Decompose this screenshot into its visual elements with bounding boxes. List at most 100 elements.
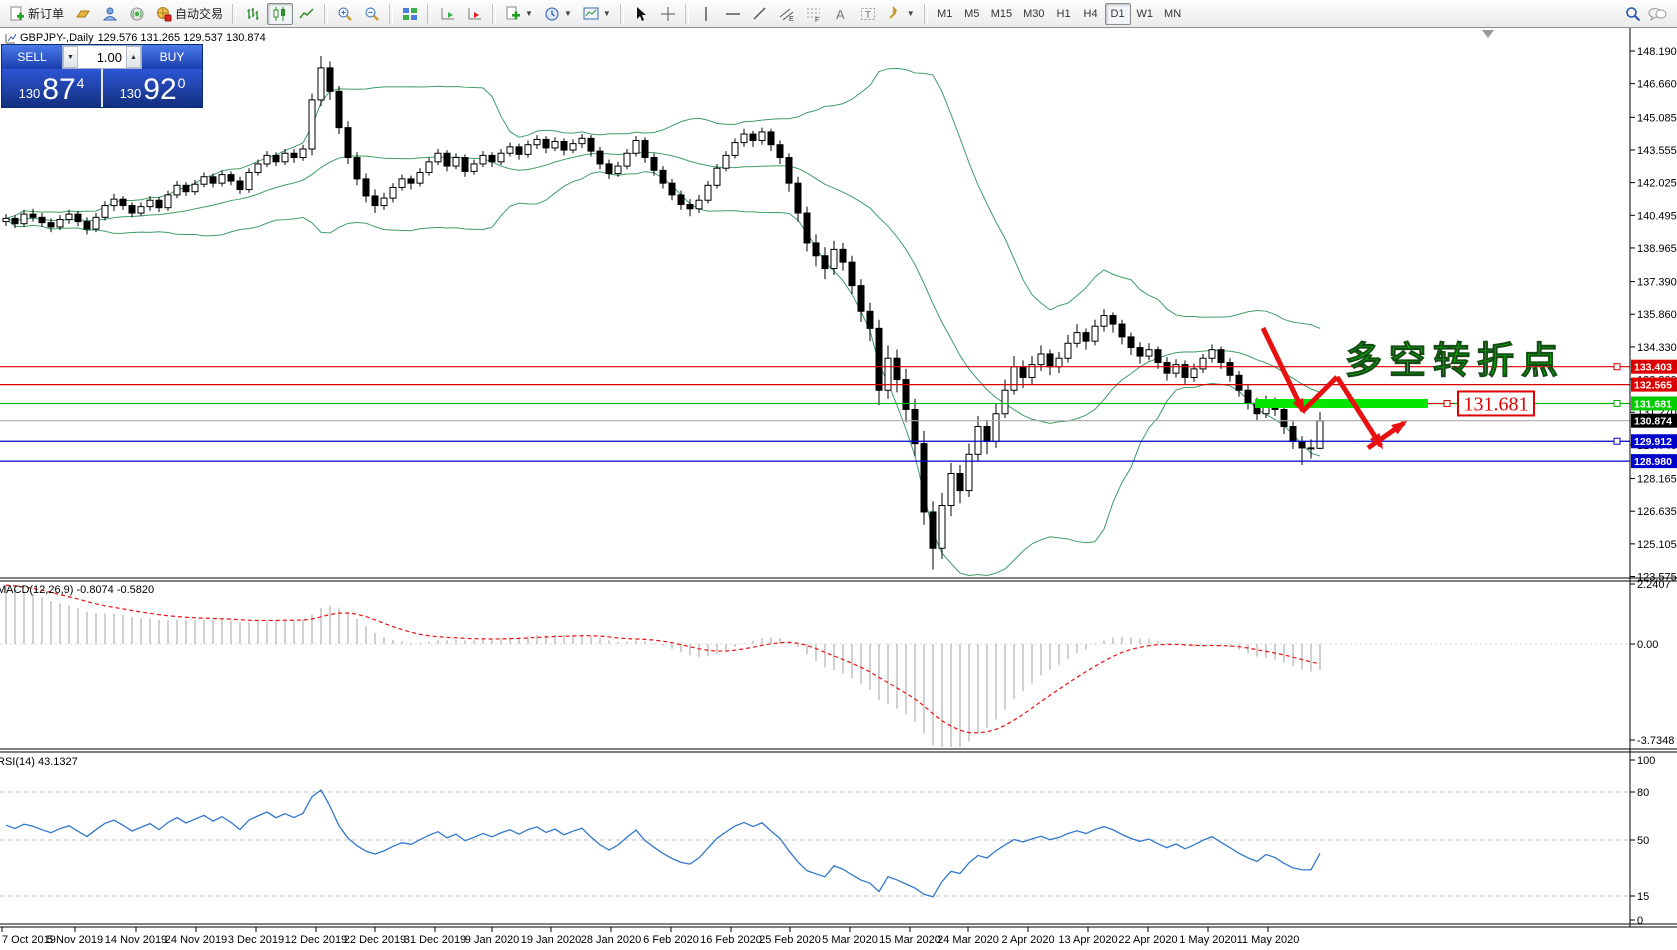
line-anchor-square[interactable] (1613, 399, 1621, 407)
toolbar-separator (232, 3, 237, 24)
timeframe-d1-button[interactable]: D1 (1104, 2, 1131, 25)
chart-shift-button[interactable] (462, 3, 488, 25)
new-order-label: 新订单 (28, 7, 65, 21)
candles-layer[interactable] (2, 56, 1324, 570)
fibonacci-icon: F (806, 8, 820, 22)
svg-text:15: 15 (1637, 891, 1649, 903)
support-band[interactable] (1255, 398, 1428, 408)
svg-text:F: F (815, 17, 819, 22)
search-icon[interactable] (1625, 6, 1641, 22)
indicators-icon (506, 6, 521, 19)
volume-stepper: ▼ ▲ (62, 45, 142, 69)
svg-text:11 May 2020: 11 May 2020 (1237, 934, 1300, 946)
market-button[interactable] (97, 3, 123, 25)
zoom-out-button[interactable] (359, 3, 385, 25)
volume-decrease-button[interactable]: ▼ (63, 46, 78, 68)
dropdown-arrow-icon: ▼ (906, 9, 915, 18)
timeframe-h4-button[interactable]: H4 (1083, 7, 1098, 20)
chat-icon[interactable] (1647, 6, 1667, 22)
chart-window[interactable]: 131.681 多空转折点 148.190 146.660 145.085 143.555… (0, 28, 1677, 950)
label-button[interactable]: T (855, 3, 881, 25)
new-order-button[interactable]: 新订单 (4, 3, 69, 25)
svg-text:134.330: 134.330 (1637, 342, 1677, 354)
price-lines-layer[interactable] (0, 363, 1630, 462)
timeframe-m1-button[interactable]: M1 (937, 7, 953, 20)
svg-text:148.190: 148.190 (1637, 46, 1677, 58)
line-chart-button[interactable] (294, 3, 320, 25)
price-line-label (1631, 454, 1677, 469)
sell-price[interactable]: 130 87 4 (2, 69, 103, 107)
svg-text:126.635: 126.635 (1637, 506, 1677, 518)
text-button[interactable]: A (828, 3, 854, 25)
channel-button[interactable]: E (774, 3, 800, 25)
fibonacci-button[interactable]: F (801, 3, 827, 25)
svg-text:22 Dec 2019: 22 Dec 2019 (344, 934, 406, 946)
shapes-button[interactable]: ▼ (882, 3, 920, 25)
bar-chart-button[interactable] (240, 3, 266, 25)
indicators-button[interactable]: ▼ (500, 3, 538, 25)
chart-ohlc-values: 129.576 131.265 129.537 130.874 (97, 32, 266, 44)
signals-button[interactable] (124, 3, 150, 25)
timeframe-mn-button[interactable]: MN (1164, 7, 1182, 20)
buy-price[interactable]: 130 92 0 (103, 69, 202, 107)
svg-text:28 Jan 2020: 28 Jan 2020 (581, 934, 642, 946)
volume-increase-button[interactable]: ▲ (126, 46, 141, 68)
cursor-button[interactable] (628, 3, 654, 25)
metaquotes-button[interactable] (70, 3, 96, 25)
toolbar-separator (684, 3, 689, 24)
svg-text:12 Dec 2019: 12 Dec 2019 (285, 934, 347, 946)
svg-text:128.165: 128.165 (1637, 474, 1677, 486)
periods-button[interactable]: ▼ (539, 3, 577, 25)
chart-title-bar: GBPJPY-,Daily 129.576 131.265 129.537 13… (4, 32, 266, 44)
svg-text:135.860: 135.860 (1637, 309, 1677, 321)
line-anchor-square[interactable] (1613, 437, 1621, 445)
auto-scroll-button[interactable] (435, 3, 461, 25)
svg-text:132.565: 132.565 (1634, 380, 1672, 392)
crosshair-icon (660, 6, 675, 21)
autotrading-button[interactable]: 自动交易 (151, 3, 228, 25)
zoom-out-icon (365, 7, 379, 21)
templates-icon (583, 7, 599, 19)
timeframe-m5-button[interactable]: M5 (964, 7, 980, 20)
svg-text:123.575: 123.575 (1637, 572, 1677, 584)
cursor-icon (636, 6, 646, 21)
vertical-line-icon (705, 6, 707, 21)
timeframe-m30-button[interactable]: M30 (1023, 7, 1045, 20)
sell-button[interactable]: SELL (2, 45, 62, 69)
timeframe-h1-button[interactable]: H1 (1056, 7, 1071, 20)
timeframe-m15-button[interactable]: M15 (990, 7, 1013, 20)
templates-button[interactable]: ▼ (578, 3, 616, 25)
candlestick-chart-button[interactable] (267, 2, 294, 25)
rsi-label: RSI(14) 43.1327 (0, 756, 78, 768)
zoom-in-button[interactable] (332, 3, 358, 25)
svg-text:100: 100 (1637, 755, 1655, 767)
toolbar-separator (492, 3, 497, 24)
buy-price-figure: 130 (119, 86, 142, 101)
trendline-button[interactable] (747, 3, 773, 25)
price-chart[interactable]: 131.681 多空转折点 148.190 146.660 145.085 143.555… (0, 28, 1677, 950)
annotation-text[interactable]: 多空转折点 (1345, 340, 1565, 382)
macd-label: MACD(12,26,9) -0.8074 -0.5820 (0, 584, 154, 596)
tile-windows-button[interactable] (397, 3, 423, 25)
svg-text:130.874: 130.874 (1634, 416, 1672, 428)
rsi-panel[interactable] (0, 789, 1630, 898)
crosshair-button[interactable] (655, 3, 681, 25)
toolbar-separator (324, 3, 329, 24)
svg-text:50: 50 (1637, 835, 1649, 847)
callout-price-label[interactable]: 131.681 (1457, 390, 1535, 417)
svg-text:138.965: 138.965 (1637, 243, 1677, 255)
timeframe-bar: M1 M5 M15 M30 H1 H4 D1 W1 MN (932, 2, 1186, 25)
vertical-line-button[interactable] (693, 3, 719, 25)
price-line-label (1631, 413, 1677, 428)
volume-input[interactable] (78, 46, 126, 68)
buy-button[interactable]: BUY (142, 45, 202, 69)
timeframe-w1-button[interactable]: W1 (1136, 7, 1154, 20)
trend-arrows[interactable] (1260, 326, 1408, 451)
macd-panel[interactable] (0, 584, 1630, 749)
trendline-icon (753, 6, 766, 20)
horizontal-line-button[interactable] (720, 3, 746, 25)
price-axis[interactable]: 148.190 146.660 145.085 143.555 142.025 140.4… (1629, 28, 1677, 927)
line-anchor-square[interactable] (1613, 363, 1621, 371)
chart-shift-marker[interactable] (1482, 30, 1494, 38)
